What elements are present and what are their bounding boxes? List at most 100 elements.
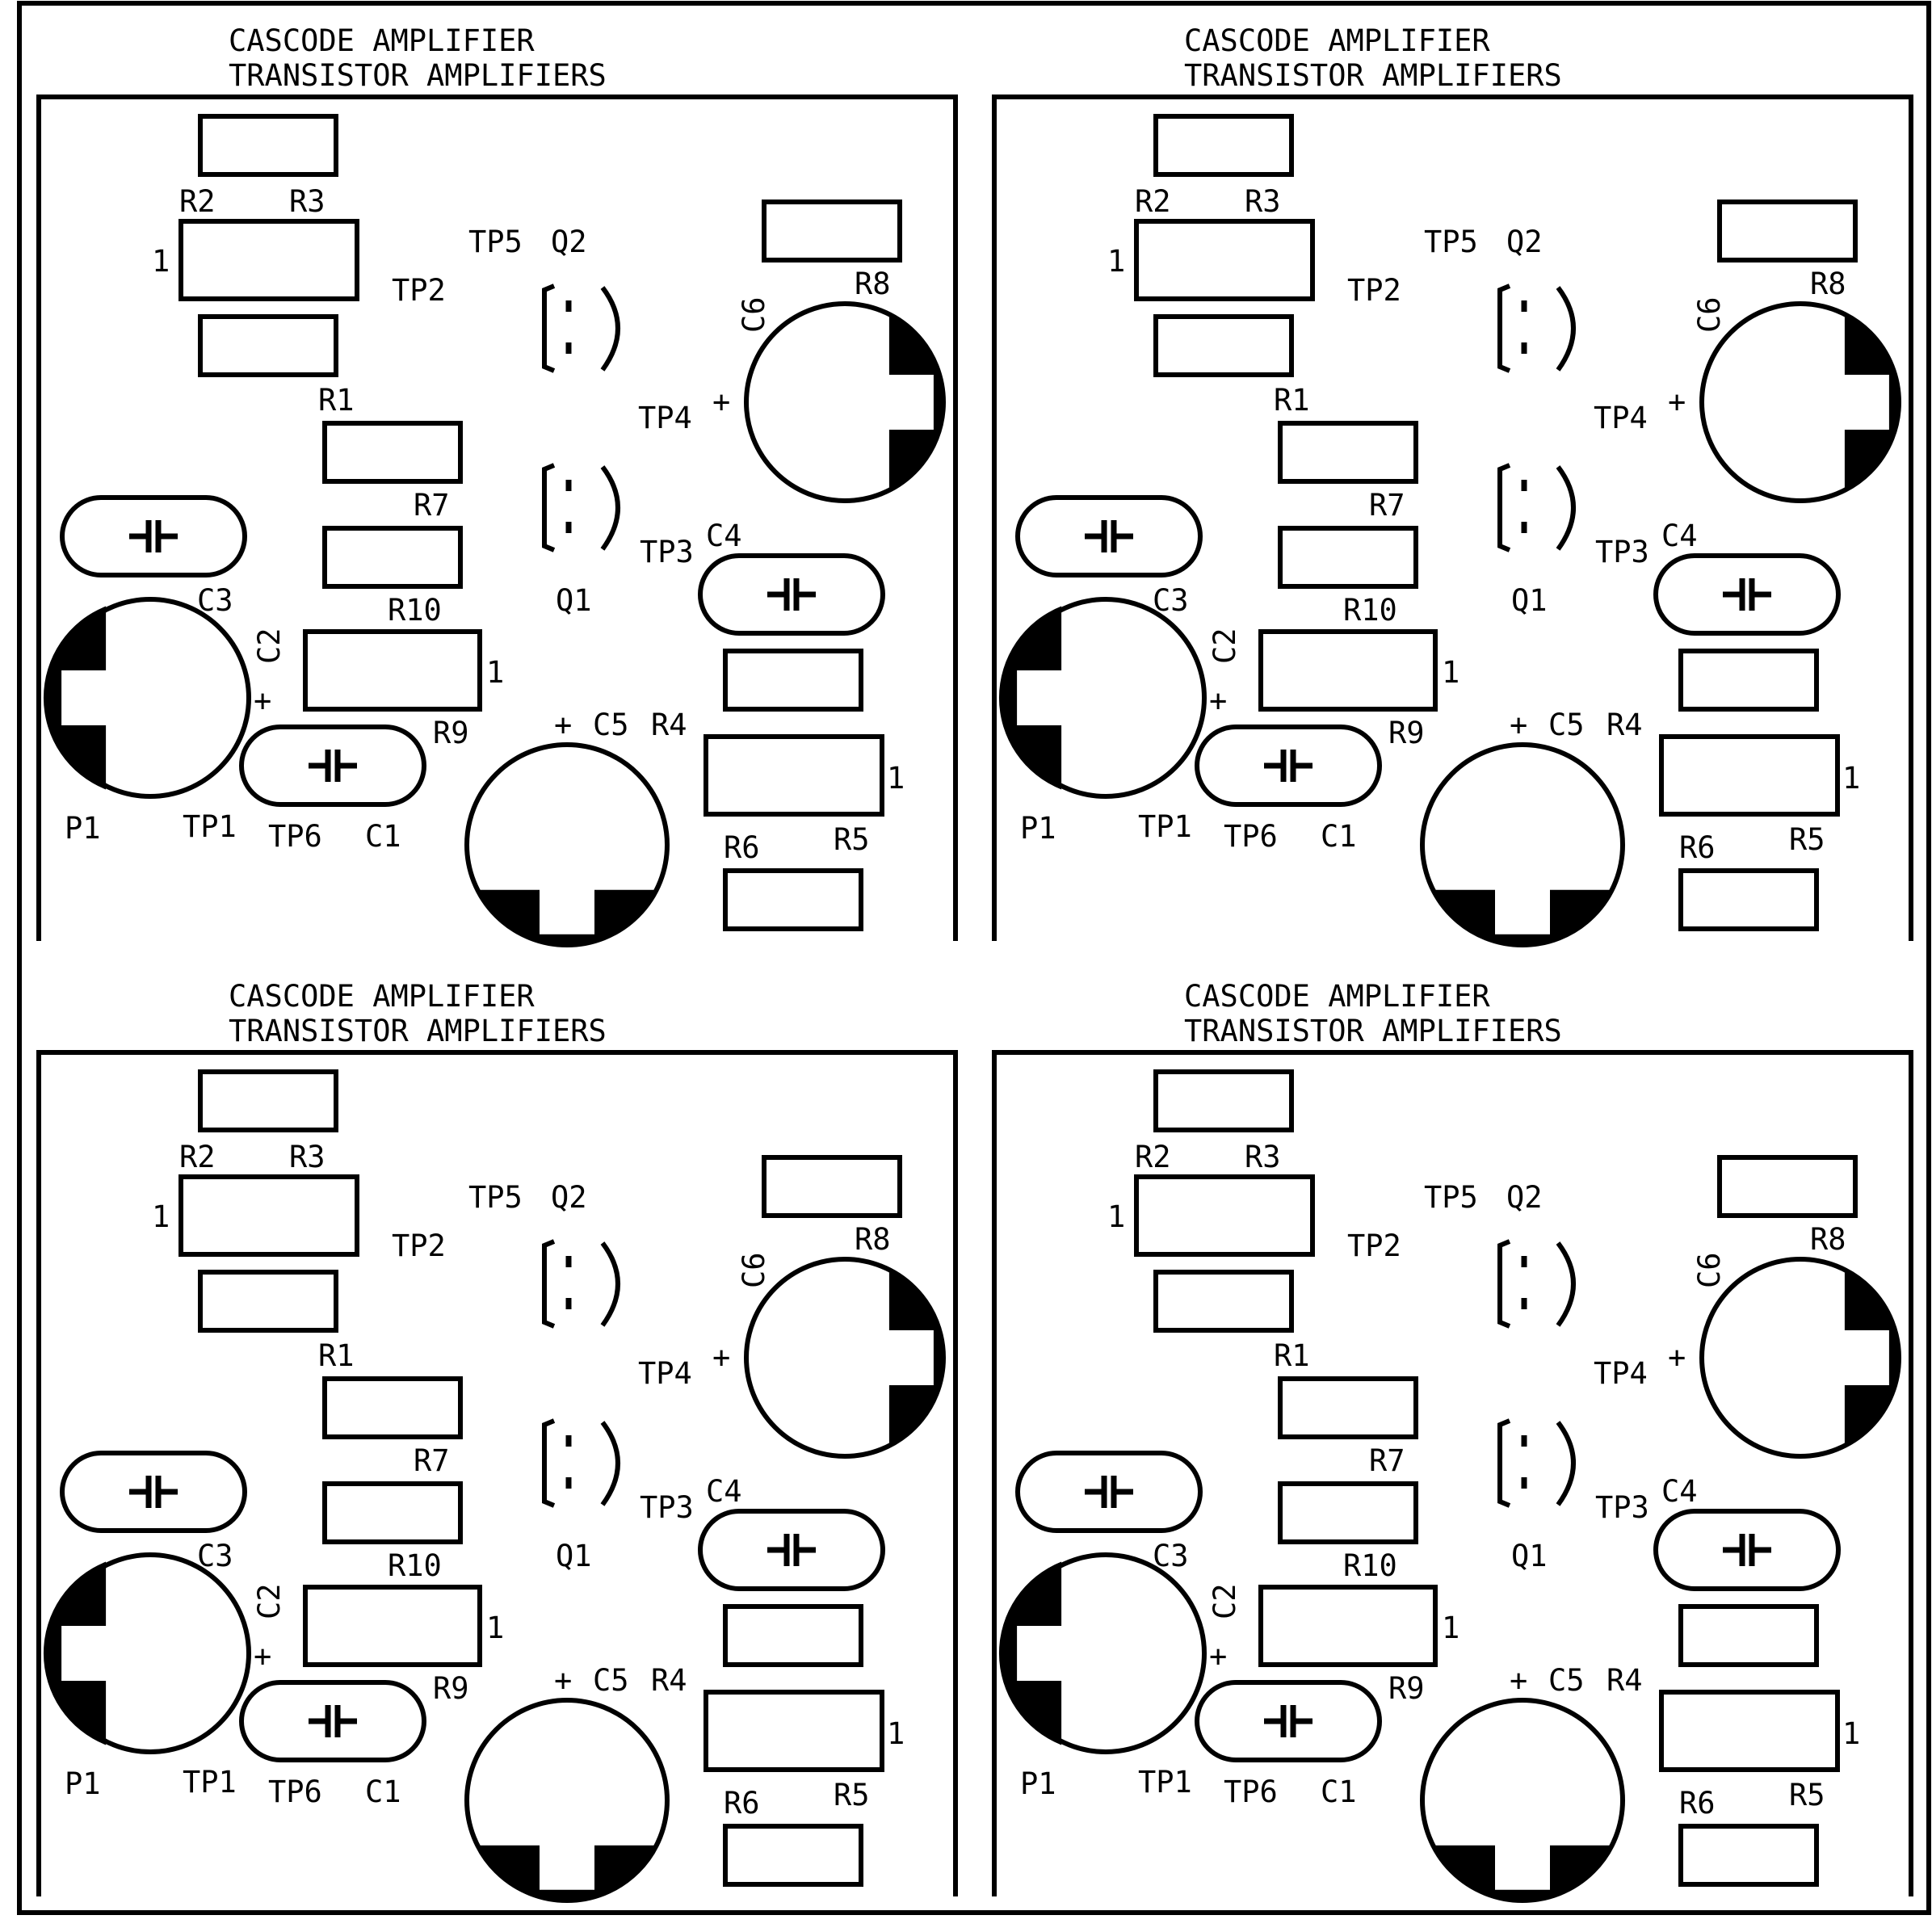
label-plus-c6: + [712,384,730,419]
r6-footprint [723,868,863,931]
r7-footprint [1278,1481,1418,1544]
label-tp5: TP5 [1424,225,1478,259]
title-line-2: TRANSISTOR AMPLIFIERS [1184,58,1562,93]
label-plus-c6: + [712,1340,730,1375]
label-pin1-a: 1 [152,1199,170,1234]
label-plus-c6: + [1668,384,1686,419]
label-r8: R8 [855,1222,891,1257]
q2-footprint [1497,284,1576,373]
label-c2: C2 [252,628,287,664]
label-pin1-c: 1 [887,1716,905,1751]
label-r2: R2 [1135,1140,1171,1174]
c6-capacitor [1699,1257,1901,1459]
label-p1: P1 [65,811,101,846]
title-line-2: TRANSISTOR AMPLIFIERS [229,1014,607,1048]
label-r8: R8 [1810,267,1846,301]
label-pin1-b: 1 [486,1611,504,1645]
r4-main-footprint [704,734,884,817]
label-pin1-a: 1 [152,244,170,279]
label-r4: R4 [651,708,687,742]
label-tp2: TP2 [392,1228,446,1263]
label-r10: R10 [388,1548,442,1583]
label-c5: C5 [1548,1663,1585,1698]
c2-capacitor [43,1552,251,1754]
label-tp3: TP3 [640,1490,694,1525]
label-c6: C6 [1692,1252,1727,1288]
q2-footprint [1497,1239,1576,1329]
c1-capacitor [239,724,426,807]
c5-capacitor [1420,1698,1625,1903]
c3-capacitor [1015,1451,1203,1533]
label-tp1: TP1 [183,1765,237,1800]
label-r8: R8 [1810,1222,1846,1257]
label-r10: R10 [1343,1548,1397,1583]
label-plus-c5: + [1510,708,1527,742]
label-tp6: TP6 [1224,819,1278,854]
label-plus-c5: + [1510,1663,1527,1698]
label-q1: Q1 [1511,1539,1548,1573]
title-line-1: CASCODE AMPLIFIER [229,23,535,58]
label-tp4: TP4 [1594,1356,1648,1391]
r6-footprint [1678,1824,1819,1887]
label-r2: R2 [179,184,216,219]
label-pin1-c: 1 [1842,761,1860,796]
c3-capacitor [1015,495,1203,578]
q1-footprint [542,1418,620,1508]
label-plus-c2: + [1209,683,1227,718]
r2-r3-top-footprint [1153,114,1294,177]
label-r5: R5 [834,1778,870,1812]
label-r9: R9 [433,716,469,750]
label-c4: C4 [1661,1474,1698,1509]
q2-footprint [542,284,620,373]
r7-footprint [1278,526,1418,589]
label-c2: C2 [1208,628,1242,664]
r2-r3-top-footprint [1153,1069,1294,1132]
label-r6: R6 [724,1786,760,1821]
c2-capacitor [998,1552,1207,1754]
r4-upper-footprint [723,649,863,712]
label-tp2: TP2 [1347,1228,1401,1263]
label-pin1-a: 1 [1107,244,1125,279]
label-r2: R2 [1135,184,1171,219]
label-c1: C1 [1321,819,1357,854]
label-c6: C6 [1692,296,1727,333]
r4-main-footprint [1659,734,1840,817]
label-r3: R3 [289,184,326,219]
label-r4: R4 [1606,708,1643,742]
r1-footprint [1278,1376,1418,1439]
label-r10: R10 [1343,593,1397,628]
r2-r3-bottom-footprint [198,314,338,377]
r10-footprint [1258,1585,1438,1667]
label-r1: R1 [1274,383,1310,418]
label-c6: C6 [737,296,771,333]
c5-capacitor [1420,742,1625,947]
label-q2: Q2 [1506,225,1543,259]
r2-r3-main-footprint [1134,1174,1315,1257]
label-pin1-c: 1 [1842,1716,1860,1751]
title-line-2: TRANSISTOR AMPLIFIERS [1184,1014,1562,1048]
q1-footprint [1497,463,1576,552]
label-r8: R8 [855,267,891,301]
label-tp5: TP5 [468,225,523,259]
c2-capacitor [43,597,251,799]
label-c2: C2 [252,1583,287,1619]
label-r3: R3 [1245,184,1281,219]
r4-upper-footprint [723,1604,863,1667]
label-c1: C1 [365,819,401,854]
label-r5: R5 [1789,822,1825,857]
label-r10: R10 [388,593,442,628]
r10-footprint [303,629,482,712]
r8-footprint [762,200,902,262]
c6-capacitor [744,1257,946,1459]
label-q1: Q1 [556,1539,592,1573]
label-tp4: TP4 [638,1356,692,1391]
c4-capacitor [1653,553,1841,636]
label-r3: R3 [1245,1140,1281,1174]
label-tp5: TP5 [1424,1180,1478,1215]
r2-r3-bottom-footprint [198,1270,338,1333]
label-tp1: TP1 [183,809,237,844]
r4-main-footprint [1659,1690,1840,1772]
